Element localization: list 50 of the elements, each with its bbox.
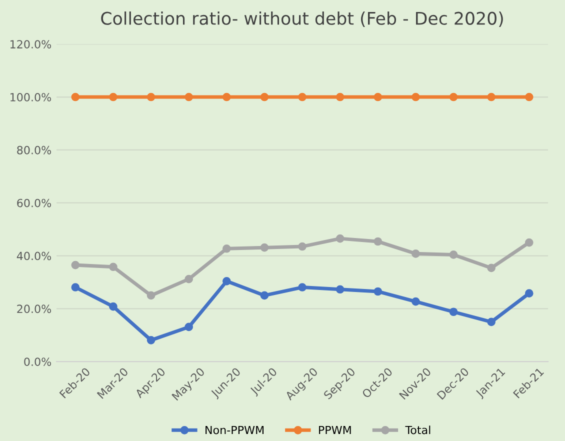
point [487, 92, 496, 102]
point [222, 244, 231, 253]
point [109, 302, 118, 311]
point [524, 238, 534, 247]
point [449, 250, 458, 259]
point [487, 318, 496, 326]
legend-label: PPWM [319, 426, 351, 434]
point [260, 92, 269, 102]
y-tick-label: 80.0% [17, 146, 52, 154]
point [449, 308, 458, 316]
point [71, 283, 80, 292]
y-tick-label: 0.0% [24, 358, 52, 366]
point [71, 92, 80, 102]
point [449, 92, 458, 102]
y-tick-label: 120.0% [10, 40, 52, 48]
point [298, 283, 306, 292]
point [298, 92, 306, 102]
point [412, 297, 420, 306]
point [524, 92, 534, 102]
y-tick-label: 40.0% [16, 252, 52, 260]
point [487, 264, 496, 272]
chart-title: Collection ratio- without debt (Feb - Dec 2020) [101, 11, 503, 27]
point [374, 92, 382, 102]
point [109, 262, 118, 272]
point [412, 249, 420, 258]
y-tick-label: 60.0% [17, 198, 52, 208]
legend-label: Non-PPWM [206, 426, 264, 434]
point [222, 92, 231, 102]
point [146, 291, 156, 300]
point [184, 274, 194, 284]
point [71, 260, 80, 270]
point [336, 285, 344, 294]
point [146, 92, 156, 102]
point [374, 237, 382, 246]
point [412, 92, 420, 102]
point [260, 243, 269, 252]
y-tick-label: 100.0% [10, 92, 52, 102]
point [109, 92, 118, 102]
point [336, 92, 344, 102]
point [222, 277, 231, 286]
point [146, 336, 156, 344]
point [260, 291, 269, 300]
point [336, 234, 344, 243]
point [298, 242, 306, 251]
point [184, 322, 194, 332]
legend-label: Total [405, 426, 430, 434]
point [184, 92, 194, 102]
point [374, 287, 382, 296]
y-tick-label: 20.0% [17, 304, 52, 314]
point [524, 289, 534, 298]
